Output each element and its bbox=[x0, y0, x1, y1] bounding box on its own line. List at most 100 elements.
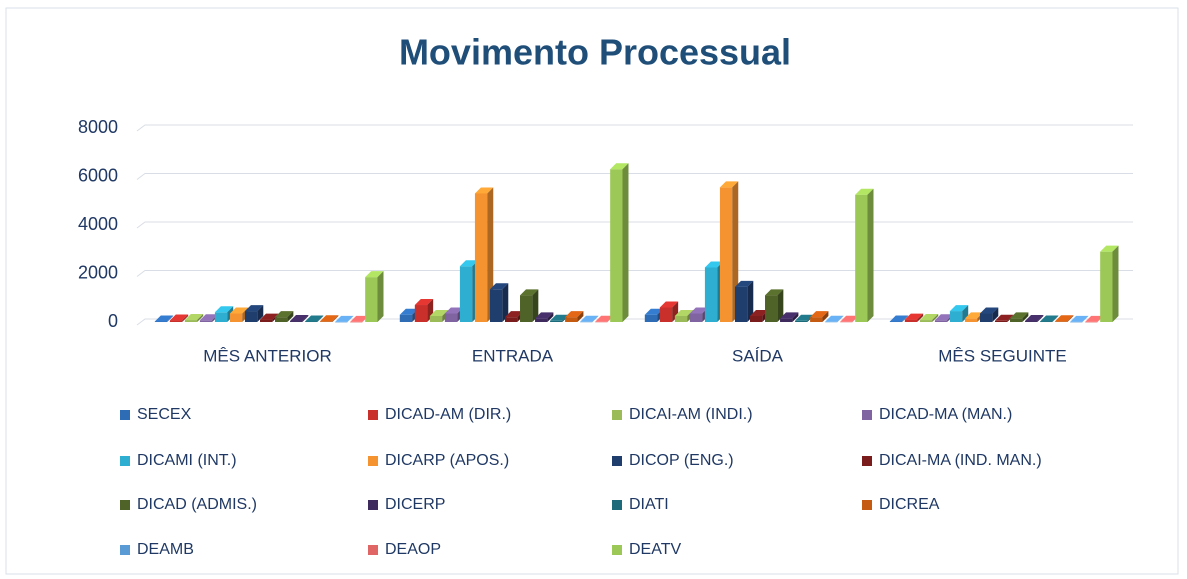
bar-front bbox=[459, 266, 473, 322]
bar-top bbox=[184, 314, 204, 321]
bar-front bbox=[795, 320, 808, 322]
bar-side bbox=[1022, 312, 1029, 322]
bar bbox=[765, 289, 784, 322]
bar-side bbox=[822, 311, 829, 322]
bar-front bbox=[674, 315, 688, 322]
bar-top bbox=[674, 309, 694, 316]
y-tick-label: 6000 bbox=[78, 165, 118, 185]
bar-front bbox=[840, 321, 853, 323]
bar-top bbox=[765, 289, 784, 296]
legend-label: DICAMI (INT.) bbox=[137, 452, 237, 469]
bar-front bbox=[934, 320, 948, 322]
bar-top bbox=[399, 308, 419, 315]
bar bbox=[1040, 315, 1059, 323]
bar-side bbox=[932, 314, 939, 322]
bar-side bbox=[1037, 315, 1044, 322]
bar-front bbox=[290, 321, 303, 322]
bar-front bbox=[414, 305, 428, 322]
bar-side bbox=[1067, 315, 1074, 322]
bar-top bbox=[610, 163, 629, 170]
bar-front bbox=[825, 321, 838, 323]
bar-top bbox=[214, 306, 234, 313]
bar-front bbox=[704, 267, 718, 322]
x-tick-label: ENTRADA bbox=[472, 346, 554, 365]
bar bbox=[535, 312, 554, 322]
bar-front bbox=[994, 320, 1008, 322]
bar-side bbox=[777, 289, 784, 322]
bar-front bbox=[780, 318, 793, 322]
bar-side bbox=[167, 315, 174, 322]
bar-front bbox=[535, 318, 548, 322]
bar bbox=[290, 315, 309, 322]
bar-side bbox=[547, 312, 554, 322]
legend-swatch bbox=[368, 456, 378, 466]
x-tick-label: SAÍDA bbox=[732, 346, 784, 365]
bar-side bbox=[347, 315, 354, 322]
bar-top bbox=[994, 314, 1014, 321]
bar-front bbox=[184, 320, 198, 322]
legend-swatch bbox=[612, 545, 622, 555]
bar-top bbox=[320, 315, 339, 322]
bar-top bbox=[350, 315, 369, 322]
bar-top bbox=[795, 314, 814, 321]
bar-side bbox=[792, 312, 799, 322]
legend-swatch bbox=[862, 500, 872, 510]
bar-top bbox=[244, 305, 264, 312]
bar-top bbox=[199, 314, 219, 321]
bar bbox=[1025, 315, 1044, 322]
bar-front bbox=[855, 194, 868, 322]
legend-swatch bbox=[368, 410, 378, 420]
bar bbox=[659, 301, 679, 322]
bar-front bbox=[520, 295, 533, 322]
bar-top bbox=[689, 307, 709, 314]
bar-top bbox=[780, 312, 799, 319]
legend-label: DICOP (ENG.) bbox=[629, 452, 734, 469]
legend-swatch bbox=[612, 456, 622, 466]
bar-front bbox=[765, 295, 778, 322]
legend-label: DICAD (ADMIS.) bbox=[137, 496, 257, 513]
bar-side bbox=[747, 280, 754, 322]
bar-front bbox=[550, 320, 563, 322]
bar-top bbox=[489, 283, 509, 290]
bar-side bbox=[1052, 315, 1059, 322]
bar-front bbox=[659, 307, 673, 322]
bar-top bbox=[1040, 315, 1059, 322]
bar-side bbox=[577, 311, 584, 322]
bar bbox=[154, 315, 174, 323]
bar-front bbox=[919, 320, 933, 322]
bar bbox=[365, 271, 384, 322]
bar-top bbox=[810, 311, 829, 318]
bar-front bbox=[889, 321, 903, 323]
bar-side bbox=[1112, 245, 1119, 322]
bar-top bbox=[1010, 312, 1029, 319]
bar-top bbox=[1055, 315, 1074, 322]
bar-side bbox=[992, 307, 999, 322]
chart-border bbox=[5, 7, 1179, 575]
bar-top bbox=[889, 315, 909, 322]
bar-top bbox=[825, 315, 844, 322]
bar bbox=[825, 315, 844, 323]
chart-title: Movimento Processual bbox=[399, 32, 791, 73]
bar bbox=[335, 315, 354, 323]
bar bbox=[734, 280, 754, 322]
bar-front bbox=[154, 321, 168, 323]
bar-side bbox=[902, 315, 909, 322]
bar bbox=[565, 311, 584, 322]
bar-top bbox=[719, 181, 739, 188]
bar-front bbox=[580, 321, 593, 323]
bar-front bbox=[305, 321, 318, 323]
bar-top bbox=[934, 314, 954, 321]
bar-top bbox=[1070, 315, 1089, 322]
bar bbox=[979, 307, 999, 322]
bar-top bbox=[949, 305, 969, 312]
bar bbox=[520, 289, 539, 322]
bar-top bbox=[595, 315, 614, 322]
bar-front bbox=[810, 317, 823, 322]
bar-front bbox=[365, 277, 378, 322]
bar-top bbox=[964, 312, 984, 319]
bar-side bbox=[502, 283, 509, 322]
bar-front bbox=[320, 321, 333, 322]
bar bbox=[169, 314, 189, 322]
grid-line bbox=[136, 173, 1133, 180]
